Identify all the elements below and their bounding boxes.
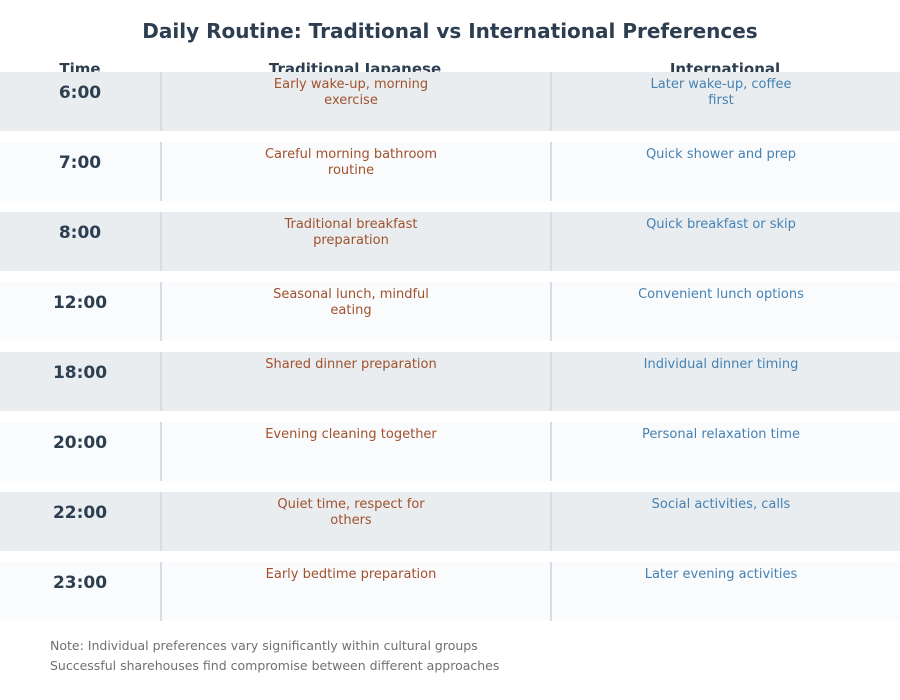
traditional-cell: Quiet time, respect for others: [160, 492, 550, 551]
time-cell: 12:00: [52, 293, 108, 313]
international-text: Convenient lunch options: [638, 287, 804, 302]
time-cell: 18:00: [52, 363, 108, 383]
traditional-text: Early wake-up, morning exercise: [273, 77, 429, 108]
traditional-cell: Traditional breakfast preparation: [160, 212, 550, 271]
time-cell: 7:00: [58, 153, 102, 173]
traditional-cell: Careful morning bathroom routine: [160, 142, 550, 201]
traditional-cell: Shared dinner preparation: [160, 352, 550, 411]
traditional-text: Traditional breakfast preparation: [284, 217, 418, 248]
time-cell: 23:00: [52, 573, 108, 593]
international-text: Social activities, calls: [651, 497, 791, 512]
international-cell: Quick shower and prep: [550, 142, 900, 201]
footnotes: Note: Individual preferences vary signif…: [50, 636, 850, 676]
international-cell: Later evening activities: [550, 562, 900, 621]
note-line: Successful sharehouses find compromise b…: [50, 658, 500, 673]
page-title: Daily Routine: Traditional vs Internatio…: [142, 19, 758, 43]
international-text: Personal relaxation time: [641, 427, 801, 442]
table-row: 8:00 Traditional breakfast preparation Q…: [0, 212, 900, 271]
international-cell: Convenient lunch options: [550, 282, 900, 341]
international-cell: Later wake-up, coffee first: [550, 72, 900, 131]
international-cell: Personal relaxation time: [550, 422, 900, 481]
traditional-cell: Early wake-up, morning exercise: [160, 72, 550, 131]
time-cell: 22:00: [52, 503, 108, 523]
international-cell: Social activities, calls: [550, 492, 900, 551]
note-line: Note: Individual preferences vary signif…: [50, 638, 478, 653]
international-cell: Individual dinner timing: [550, 352, 900, 411]
international-text: Individual dinner timing: [643, 357, 799, 372]
traditional-text: Seasonal lunch, mindful eating: [273, 287, 429, 318]
traditional-cell: Evening cleaning together: [160, 422, 550, 481]
time-cell: 20:00: [52, 433, 108, 453]
international-text: Quick breakfast or skip: [646, 217, 796, 232]
table-row: 18:00 Shared dinner preparation Individu…: [0, 352, 900, 411]
international-text: Quick shower and prep: [645, 147, 797, 162]
time-cell: 8:00: [58, 223, 102, 243]
traditional-text: Evening cleaning together: [265, 427, 437, 442]
traditional-text: Early bedtime preparation: [265, 567, 437, 582]
table-row: 7:00 Careful morning bathroom routine Qu…: [0, 142, 900, 201]
international-text: Later evening activities: [644, 567, 798, 582]
traditional-text: Shared dinner preparation: [265, 357, 437, 372]
table-row: 22:00 Quiet time, respect for others Soc…: [0, 492, 900, 551]
traditional-text: Quiet time, respect for others: [277, 497, 425, 528]
time-cell: 6:00: [58, 83, 102, 103]
table-row: 20:00 Evening cleaning together Personal…: [0, 422, 900, 481]
table-row: 12:00 Seasonal lunch, mindful eating Con…: [0, 282, 900, 341]
traditional-cell: Seasonal lunch, mindful eating: [160, 282, 550, 341]
traditional-text: Careful morning bathroom routine: [264, 147, 438, 178]
table-row: 6:00 Early wake-up, morning exercise Lat…: [0, 72, 900, 131]
international-cell: Quick breakfast or skip: [550, 212, 900, 271]
international-text: Later wake-up, coffee first: [650, 77, 792, 108]
table-row: 23:00 Early bedtime preparation Later ev…: [0, 562, 900, 621]
traditional-cell: Early bedtime preparation: [160, 562, 550, 621]
